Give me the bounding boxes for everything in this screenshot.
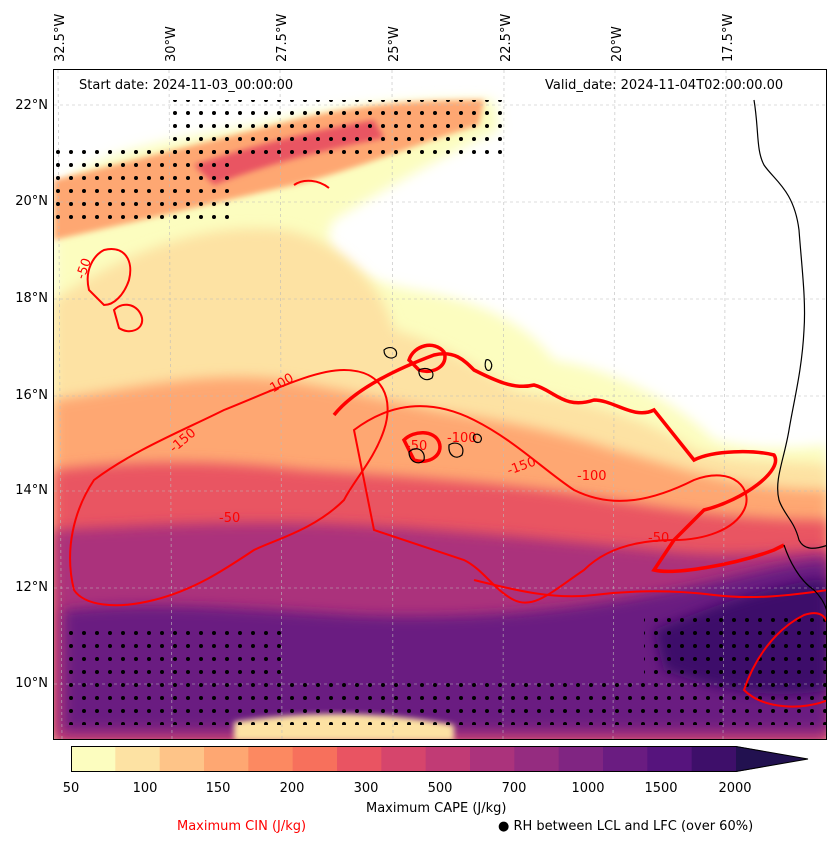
cape-verde-island xyxy=(472,433,483,444)
colorbar-outline xyxy=(71,746,809,772)
valid-date-label: Valid_date: 2024-11-04T02:00:00.00 xyxy=(545,78,784,93)
lat-label-14n: 14°N xyxy=(15,483,48,498)
coastline-guinea xyxy=(783,544,826,611)
cin-contour-line xyxy=(352,405,748,604)
cin-contour-line xyxy=(406,343,447,373)
colorbar-tick: 1000 xyxy=(571,781,605,796)
colorbar-tick: 2000 xyxy=(718,781,752,796)
colorbar-segment xyxy=(425,746,471,772)
cin-contour-line xyxy=(86,248,132,307)
lon-label-27-5w: 27.5°W xyxy=(275,13,290,62)
colorbar-segment xyxy=(381,746,427,772)
lon-label-30w: 30°W xyxy=(164,26,179,62)
colorbar-segment xyxy=(204,746,249,772)
lat-label-16n: 16°N xyxy=(15,388,48,403)
lat-label-10n: 10°N xyxy=(15,676,48,691)
cape-verde-island xyxy=(448,442,464,458)
rh-stipple-southeast xyxy=(644,610,826,725)
rh-stipple-northwest xyxy=(54,150,234,220)
cin-contours xyxy=(69,179,826,708)
cin-contour-label: -50 xyxy=(648,531,669,546)
colorbar-segment xyxy=(71,746,116,772)
cin-contour-line xyxy=(69,368,389,607)
colorbar-tick: 50 xyxy=(62,781,80,796)
colorbar-segment xyxy=(292,746,338,772)
cape-verde-island xyxy=(383,346,398,359)
coastline xyxy=(383,99,826,611)
lon-label-22-5w: 22.5°W xyxy=(499,13,514,62)
cin-contour-label: -50 xyxy=(219,511,240,526)
colorbar-segment xyxy=(248,746,294,772)
colorbar-extend-arrow xyxy=(736,746,808,772)
cin-contour-line xyxy=(332,352,785,574)
cin-legend-label: Maximum CIN (J/kg) xyxy=(177,819,307,834)
lat-label-20n: 20°N xyxy=(15,194,48,209)
colorbar-segment xyxy=(691,746,737,772)
cin-contour-line xyxy=(742,612,826,708)
coastline-africa xyxy=(753,99,826,549)
cin-contour-label: -100 xyxy=(447,431,477,446)
colorbar-tick: 300 xyxy=(353,781,379,796)
cape-verde-island xyxy=(408,448,425,464)
cin-contour-line xyxy=(473,579,826,599)
colorbar-tick: 700 xyxy=(501,781,527,796)
lat-label-22n: 22°N xyxy=(15,98,48,113)
cin-contour-label: -50 xyxy=(74,256,95,281)
cin-contour-label: -100 xyxy=(577,469,607,484)
cin-contour-labels: -50 -100 -150 -50 -100 -50 -100 -150 -50 xyxy=(74,256,670,546)
lon-label-20w: 20°W xyxy=(610,26,625,62)
cape-verde-island xyxy=(418,367,434,381)
rh-stipple xyxy=(54,100,826,725)
colorbar-segment xyxy=(337,746,382,772)
colorbar-tick: 500 xyxy=(427,781,453,796)
lon-label-32-5w: 32.5°W xyxy=(53,13,68,62)
colorbar-segment xyxy=(514,746,560,772)
cape-verde-island xyxy=(484,359,493,371)
rh-stipple-southwest xyxy=(64,625,284,725)
lat-label-18n: 18°N xyxy=(15,291,48,306)
map-canvas: -50 -100 -150 -50 -100 -50 -100 -150 -50 xyxy=(54,70,826,739)
colorbar-tick: 100 xyxy=(132,781,158,796)
colorbar-segment xyxy=(603,746,648,772)
rh-stipple-south xyxy=(284,680,644,725)
colorbar-segment xyxy=(647,746,693,772)
lon-label-17-5w: 17.5°W xyxy=(721,13,736,62)
colorbar-tick: 1500 xyxy=(644,781,678,796)
start-date-label: Start date: 2024-11-03_00:00:00 xyxy=(79,78,294,93)
colorbar-segment xyxy=(558,746,604,772)
rh-legend-marker: ● xyxy=(498,819,510,834)
colorbar-segment xyxy=(470,746,515,772)
lon-label-25w: 25°W xyxy=(387,26,402,62)
colorbar-segment xyxy=(115,746,161,772)
colorbar-tick: 200 xyxy=(279,781,305,796)
lat-label-12n: 12°N xyxy=(15,580,48,595)
colorbar-label: Maximum CAPE (J/kg) xyxy=(366,801,507,816)
rh-legend: ● RH between LCL and LFC (over 60%) xyxy=(498,819,753,834)
cape-colorbar xyxy=(71,746,809,772)
cin-contour-line xyxy=(112,303,144,333)
rh-legend-label: RH between LCL and LFC (over 60%) xyxy=(513,819,754,834)
map-plot-area: -50 -100 -150 -50 -100 -50 -100 -150 -50 xyxy=(53,69,827,740)
colorbar-segment xyxy=(159,746,205,772)
cin-contour-line xyxy=(293,179,330,189)
colorbar-tick: 150 xyxy=(205,781,231,796)
